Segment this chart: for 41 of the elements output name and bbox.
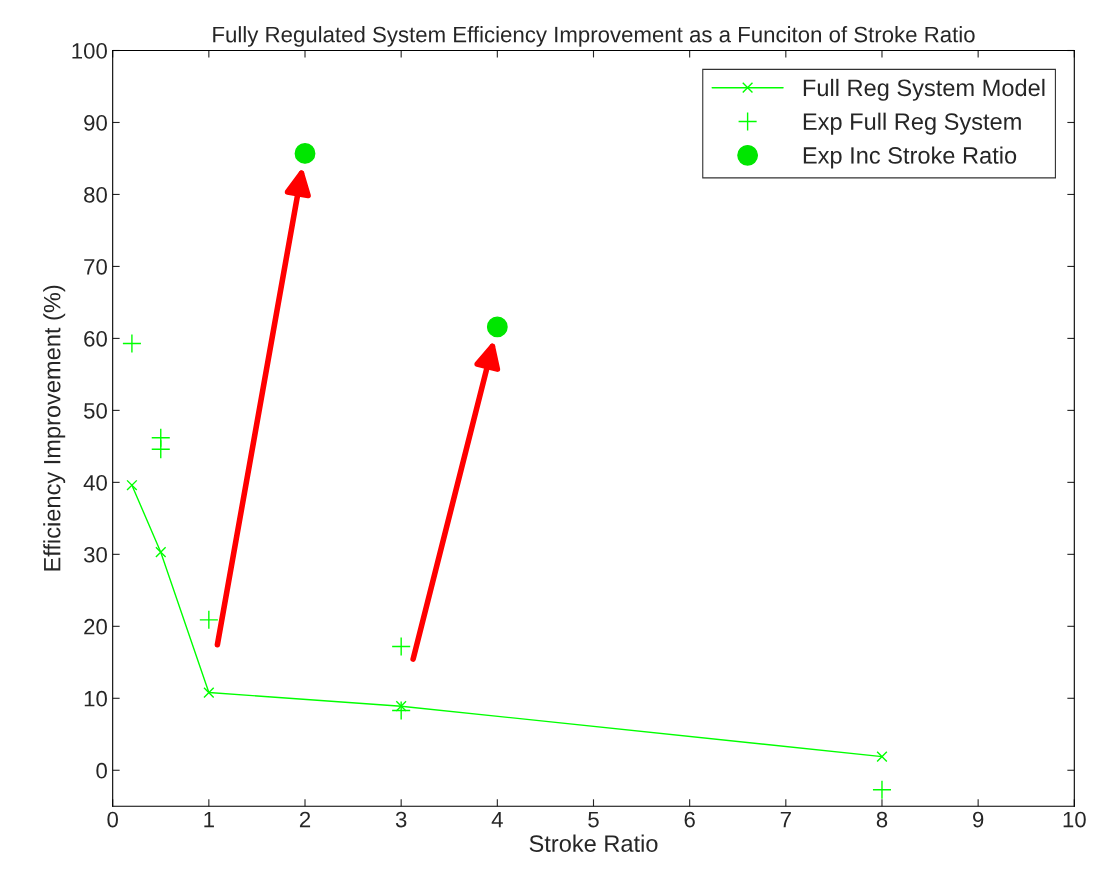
point: [391, 636, 411, 657]
x-tick-label: 2: [299, 811, 311, 828]
x-tick-label: 7: [780, 811, 791, 828]
point: [876, 751, 888, 763]
x-axis-title: Stroke Ratio: [529, 834, 658, 852]
point: [203, 686, 215, 699]
chart-title: Fully Regulated System Efficiency Improvement as a Funciton of Stroke Ratio: [213, 26, 975, 47]
y-tick-label: 10: [84, 690, 107, 707]
y-tick-label: 100: [72, 43, 107, 59]
y-tick-label: 60: [84, 330, 107, 347]
point: [151, 439, 171, 459]
legend-label: Exp Inc Stroke Ratio: [803, 146, 1017, 169]
point: [126, 479, 138, 491]
y-tick-label: 20: [84, 618, 107, 635]
y-tick-label: 80: [84, 186, 107, 203]
legend-label: Exp Full Reg System: [803, 112, 1021, 135]
y-tick-label: 40: [83, 474, 107, 491]
x-tick-label: 0: [107, 811, 118, 828]
legend-label: Full Reg System Model: [803, 78, 1045, 101]
point: [155, 546, 167, 558]
point: [391, 700, 411, 721]
point: [122, 333, 142, 354]
x-tick-label: 6: [684, 811, 695, 828]
y-tick-label: 0: [96, 762, 107, 779]
x-tick-label: 9: [973, 811, 984, 828]
point: [199, 610, 219, 630]
x-tick-label: 3: [395, 811, 407, 828]
point: [395, 700, 407, 712]
y-tick-label: 50: [83, 402, 107, 419]
y-tick-label: 90: [84, 115, 107, 131]
y-axis-title: Efficiency Improvement (%): [43, 285, 66, 571]
x-tick-label: 5: [588, 811, 599, 828]
point: [872, 779, 892, 800]
y-tick-label: 70: [84, 258, 107, 275]
point: [486, 316, 508, 338]
point: [294, 143, 316, 164]
y-tick-label: 30: [83, 546, 107, 563]
x-tick-label: 4: [491, 811, 503, 828]
x-tick-label: 10: [1063, 811, 1086, 828]
x-tick-label: 1: [204, 811, 214, 828]
x-tick-label: 8: [876, 811, 888, 828]
